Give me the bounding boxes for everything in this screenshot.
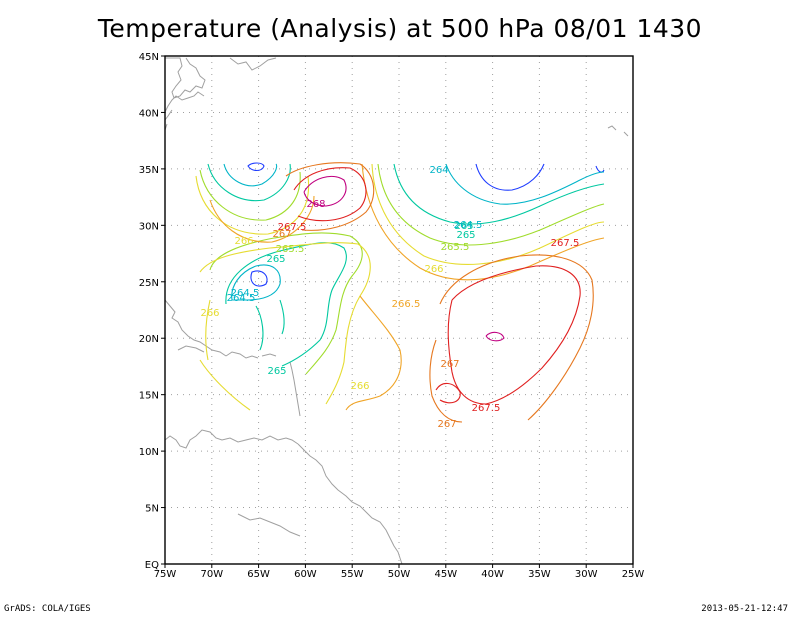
contour-label: 265.5 [276, 244, 305, 255]
axis-ticks [161, 55, 634, 568]
lon-label: 45W [434, 569, 457, 580]
temperature-contours [195, 162, 605, 423]
contour-267_5-se [447, 265, 581, 405]
graticule [165, 56, 633, 564]
coast-us-east [164, 109, 173, 131]
lon-label: 35W [528, 569, 551, 580]
contour-label: 264 [429, 165, 448, 176]
footer-credit: GrADS: COLA/IGES [4, 604, 91, 614]
longitude-labels: 75W 70W 65W 60W 55W 50W 45W 40W 35W 30W 25W [154, 569, 645, 580]
contour-265-west [207, 163, 291, 202]
contour-label: 267 [272, 229, 291, 240]
contour-label: 267 [440, 359, 459, 370]
lon-label: 55W [341, 569, 364, 580]
lat-label: 35N [139, 165, 159, 176]
contour-label: 264.5 [454, 220, 483, 231]
contour-label: 266.5 [392, 299, 421, 310]
latitude-labels: 45N 40N 35N 30N 25N 20N 15N 10N 5N EQ [139, 52, 159, 571]
lon-label: 65W [247, 569, 270, 580]
coastlines [164, 57, 629, 565]
contour-266-west [195, 175, 310, 235]
contour-267_5-small [435, 382, 461, 404]
lat-label: 25N [139, 278, 159, 289]
lat-label: EQ [145, 560, 159, 571]
contour-265_5-north [377, 163, 605, 246]
map-frame [164, 55, 634, 565]
coast-florida-cuba [164, 299, 227, 357]
contour-264-west [247, 162, 265, 172]
contour-264-east [595, 165, 605, 173]
contour-268-north [303, 175, 347, 207]
coast-puerto-rico [261, 353, 277, 357]
contour-label: 264.5 [231, 288, 260, 299]
contour-264_5-north [445, 163, 605, 205]
contour-266_5-west [209, 195, 315, 243]
lon-label: 60W [294, 569, 317, 580]
lon-label: 70W [200, 569, 223, 580]
contour-label: 266 [200, 308, 219, 319]
contour-label: 265 [267, 366, 286, 377]
contour-266-sw [199, 242, 371, 405]
contour-264-north [475, 163, 545, 191]
coast-north-america [164, 57, 277, 113]
lon-label: 50W [388, 569, 411, 580]
contour-266-south [199, 299, 251, 411]
lat-label: 40N [139, 108, 159, 119]
coast-bermuda [607, 125, 629, 137]
contour-265-box [255, 299, 285, 351]
lon-label: 25W [622, 569, 645, 580]
contour-266-north [371, 163, 605, 265]
contour-label: 265.5 [441, 242, 470, 253]
contour-265-sw [225, 242, 347, 367]
contour-265_5-sw [209, 232, 363, 375]
contour-labels: 264264.5265268267.5267266265.5265264.526… [200, 165, 579, 430]
contour-label: 264.5 [227, 293, 256, 304]
contour-267_5-north [293, 167, 367, 222]
contour-label: 266 [234, 236, 253, 247]
lon-label: 40W [481, 569, 504, 580]
coast-guiana [237, 513, 301, 537]
coast-lesser-antilles [289, 361, 301, 417]
lat-label: 10N [139, 447, 159, 458]
contour-label: 268 [306, 199, 325, 210]
contour-label: 267 [437, 419, 456, 430]
contour-264_5-west [223, 163, 278, 187]
contour-266_5-north [361, 163, 605, 281]
contour-label: 266 [424, 264, 443, 275]
coast-central-america [164, 429, 299, 449]
contour-label: 267.5 [278, 222, 307, 233]
map-title: Temperature (Analysis) at 500 hPa 08/01 … [97, 14, 703, 43]
contour-265_5-west [199, 169, 301, 221]
contour-label: 265 [454, 221, 473, 232]
contour-label: 267.5 [472, 403, 501, 414]
contour-266_5-mid [345, 295, 402, 411]
lat-label: 15N [139, 391, 159, 402]
contour-268-se [485, 331, 505, 342]
lat-label: 30N [139, 221, 159, 232]
lat-label: 45N [139, 52, 159, 63]
contour-265-north [393, 163, 605, 225]
contour-267-se [429, 254, 594, 423]
contour-label: 266 [350, 381, 369, 392]
contour-label: 265 [456, 230, 475, 241]
lat-label: 20N [139, 334, 159, 345]
contour-label: 267.5 [551, 238, 580, 249]
contour-267-north [285, 162, 375, 231]
contour-264_5-sw [231, 264, 281, 301]
lat-label: 5N [145, 504, 159, 515]
footer-timestamp: 2013-05-21-12:47 [701, 604, 788, 614]
coast-south-america [297, 443, 403, 565]
lon-label: 75W [154, 569, 177, 580]
contour-264-sw [250, 270, 268, 287]
lon-label: 30W [575, 569, 598, 580]
contour-label: 265 [266, 254, 285, 265]
coast-hispaniola [225, 351, 259, 359]
